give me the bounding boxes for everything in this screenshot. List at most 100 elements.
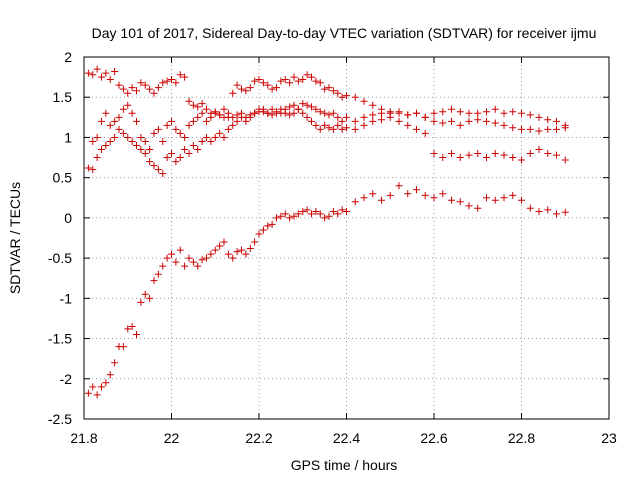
data-point <box>159 79 167 87</box>
data-point <box>111 117 119 125</box>
data-point <box>404 190 412 198</box>
data-point <box>115 125 123 133</box>
data-point <box>334 113 342 121</box>
data-point <box>465 151 473 159</box>
data-point <box>369 117 377 125</box>
data-point <box>386 113 394 121</box>
data-point <box>378 109 385 117</box>
data-point <box>211 133 219 141</box>
data-points <box>84 65 569 399</box>
data-point <box>224 109 232 117</box>
data-point <box>189 117 197 125</box>
data-point <box>264 109 272 117</box>
data-point <box>233 81 241 89</box>
series-satellite-4 <box>84 182 569 399</box>
grid-lines <box>84 57 609 419</box>
data-point <box>544 206 552 214</box>
data-point <box>430 194 438 202</box>
data-point <box>203 254 210 262</box>
data-point <box>203 105 210 113</box>
data-point <box>268 111 276 119</box>
data-point <box>474 204 482 212</box>
data-point <box>211 109 219 117</box>
data-point <box>509 154 517 162</box>
data-point <box>509 108 517 116</box>
data-point <box>111 359 119 367</box>
data-point <box>181 146 189 154</box>
data-point <box>264 81 272 89</box>
data-point <box>84 69 92 77</box>
data-point <box>220 113 228 121</box>
y-tick-label: 2 <box>64 49 72 65</box>
data-point <box>159 137 167 145</box>
data-point <box>98 117 105 125</box>
series-satellite-1 <box>84 65 569 135</box>
data-point <box>84 164 92 172</box>
data-point <box>294 105 302 113</box>
data-point <box>334 89 342 97</box>
data-point <box>172 158 180 166</box>
data-point <box>369 111 377 119</box>
data-point <box>216 129 224 137</box>
data-point <box>286 214 294 222</box>
data-point <box>137 79 145 87</box>
data-point <box>198 256 206 264</box>
data-point <box>303 71 311 79</box>
data-point <box>299 100 307 108</box>
data-point <box>141 81 149 89</box>
data-point <box>229 121 237 129</box>
data-point <box>119 105 127 113</box>
data-point <box>98 73 105 81</box>
data-point <box>483 108 490 116</box>
data-point <box>325 84 333 92</box>
data-point <box>168 117 175 125</box>
data-point <box>259 108 267 116</box>
data-point <box>163 121 171 129</box>
data-point <box>111 133 119 141</box>
data-point <box>308 103 315 111</box>
data-point <box>146 85 154 93</box>
data-point <box>535 127 543 135</box>
data-point <box>321 214 329 222</box>
tick-labels: 21.8 22 22.2 22.4 22.6 22.8 23 -2.5 -2 -1.5 -1 -0.5… <box>48 49 617 446</box>
data-point <box>518 156 525 164</box>
data-point <box>474 116 482 124</box>
data-point <box>321 85 329 93</box>
data-point <box>106 121 114 129</box>
x-tick-label: 22.4 <box>333 430 360 446</box>
data-point <box>553 117 560 125</box>
data-point <box>102 379 110 387</box>
data-point <box>308 73 315 81</box>
data-point <box>325 212 333 220</box>
data-point <box>133 141 140 149</box>
data-point <box>189 141 197 149</box>
data-point <box>491 150 499 158</box>
data-point <box>98 383 105 391</box>
x-axis-title: GPS time / hours <box>291 457 398 473</box>
data-point <box>189 101 197 109</box>
data-point <box>535 146 543 154</box>
data-point <box>176 246 184 254</box>
data-point <box>146 146 154 154</box>
data-point <box>238 113 245 121</box>
data-point <box>203 117 210 125</box>
data-point <box>137 298 145 306</box>
data-point <box>338 117 346 125</box>
data-point <box>133 331 140 339</box>
data-point <box>518 196 525 204</box>
data-point <box>369 101 377 109</box>
data-point <box>259 226 267 234</box>
data-point <box>207 137 215 145</box>
data-point <box>251 109 259 117</box>
y-tick-label: -1 <box>60 290 73 306</box>
x-tick-label: 21.8 <box>70 430 97 446</box>
data-point <box>439 119 447 127</box>
data-point <box>308 117 315 125</box>
data-point <box>264 222 272 230</box>
data-point <box>207 113 215 121</box>
data-point <box>316 125 324 133</box>
data-point <box>89 166 97 174</box>
data-point <box>115 81 123 89</box>
data-point <box>360 121 368 129</box>
data-point <box>128 109 136 117</box>
